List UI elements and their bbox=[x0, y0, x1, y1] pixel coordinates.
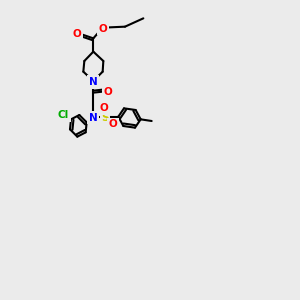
Text: O: O bbox=[98, 24, 107, 34]
Text: O: O bbox=[100, 103, 109, 113]
Text: S: S bbox=[101, 113, 109, 123]
Text: N: N bbox=[89, 113, 98, 123]
Text: N: N bbox=[89, 77, 98, 87]
Text: O: O bbox=[109, 119, 118, 129]
Text: O: O bbox=[72, 29, 81, 39]
Text: Cl: Cl bbox=[58, 110, 69, 120]
Text: O: O bbox=[104, 87, 113, 97]
